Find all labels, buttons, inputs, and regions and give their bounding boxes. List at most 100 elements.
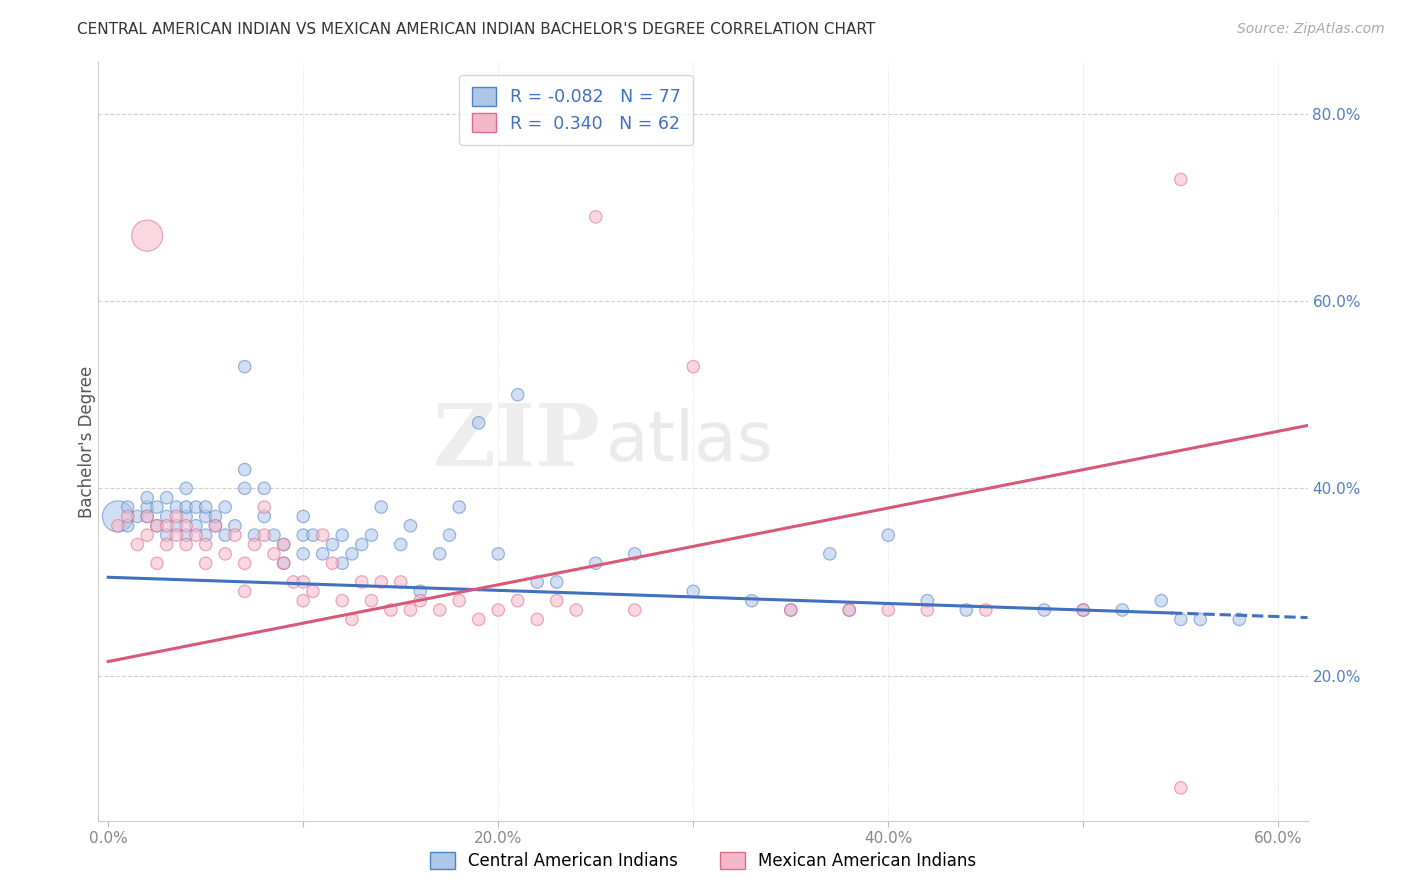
Point <box>283 574 305 589</box>
Point <box>370 500 392 514</box>
Point <box>136 500 159 514</box>
Point <box>312 547 335 561</box>
Point <box>263 547 285 561</box>
Point <box>136 528 159 542</box>
Point <box>127 537 149 551</box>
Point <box>1111 603 1133 617</box>
Text: CENTRAL AMERICAN INDIAN VS MEXICAN AMERICAN INDIAN BACHELOR'S DEGREE CORRELATION: CENTRAL AMERICAN INDIAN VS MEXICAN AMERI… <box>77 22 876 37</box>
Point <box>174 500 197 514</box>
Point <box>1071 603 1094 617</box>
Point <box>273 537 295 551</box>
Point <box>174 537 197 551</box>
Point <box>117 518 139 533</box>
Point <box>312 528 335 542</box>
Point <box>156 491 179 505</box>
Point <box>233 462 256 476</box>
Point <box>380 603 402 617</box>
Point <box>194 528 217 542</box>
Point <box>1033 603 1056 617</box>
Point <box>321 556 343 570</box>
Point <box>204 518 226 533</box>
Point <box>292 574 315 589</box>
Point <box>399 603 422 617</box>
Point <box>224 528 246 542</box>
Point <box>107 509 129 524</box>
Point <box>107 518 129 533</box>
Point <box>741 593 763 607</box>
Point <box>1071 603 1094 617</box>
Legend: R = -0.082   N = 77, R =  0.340   N = 62: R = -0.082 N = 77, R = 0.340 N = 62 <box>460 75 693 145</box>
Point <box>165 509 187 524</box>
Point <box>243 537 266 551</box>
Point <box>399 518 422 533</box>
Point <box>585 210 607 224</box>
Point <box>253 528 276 542</box>
Point <box>253 500 276 514</box>
Point <box>1170 780 1192 795</box>
Point <box>623 603 645 617</box>
Point <box>117 509 139 524</box>
Point <box>156 537 179 551</box>
Point <box>409 593 432 607</box>
Text: Source: ZipAtlas.com: Source: ZipAtlas.com <box>1237 22 1385 37</box>
Point <box>194 537 217 551</box>
Point <box>360 593 382 607</box>
Point <box>204 518 226 533</box>
Point <box>565 603 588 617</box>
Point <box>156 528 179 542</box>
Point <box>136 509 159 524</box>
Point <box>1189 612 1212 626</box>
Point <box>1170 172 1192 186</box>
Point <box>526 612 548 626</box>
Point <box>117 500 139 514</box>
Point <box>779 603 801 617</box>
Point <box>779 603 801 617</box>
Point <box>623 547 645 561</box>
Point <box>1150 593 1173 607</box>
Point <box>165 518 187 533</box>
Point <box>429 547 451 561</box>
Point <box>292 547 315 561</box>
Point <box>214 547 236 561</box>
Point <box>439 528 461 542</box>
Legend: Central American Indians, Mexican American Indians: Central American Indians, Mexican Americ… <box>423 845 983 877</box>
Point <box>233 359 256 374</box>
Point <box>233 481 256 495</box>
Point <box>389 537 412 551</box>
Point <box>1170 612 1192 626</box>
Point <box>486 547 509 561</box>
Point <box>233 556 256 570</box>
Y-axis label: Bachelor's Degree: Bachelor's Degree <box>79 366 96 517</box>
Point <box>165 500 187 514</box>
Point <box>204 509 226 524</box>
Point <box>467 612 489 626</box>
Point <box>273 556 295 570</box>
Point <box>974 603 997 617</box>
Point <box>506 388 529 402</box>
Point <box>350 537 373 551</box>
Point <box>146 518 169 533</box>
Point <box>174 509 197 524</box>
Point <box>146 518 169 533</box>
Point <box>917 603 939 617</box>
Point <box>877 603 900 617</box>
Point <box>409 584 432 599</box>
Point <box>184 528 207 542</box>
Point <box>360 528 382 542</box>
Point <box>194 556 217 570</box>
Point <box>526 574 548 589</box>
Point <box>1227 612 1250 626</box>
Point <box>184 500 207 514</box>
Point <box>146 556 169 570</box>
Point <box>194 509 217 524</box>
Point <box>585 556 607 570</box>
Point <box>838 603 860 617</box>
Point <box>156 509 179 524</box>
Point <box>194 500 217 514</box>
Point <box>243 528 266 542</box>
Point <box>156 518 179 533</box>
Point <box>292 528 315 542</box>
Text: atlas: atlas <box>606 408 775 475</box>
Point <box>340 612 363 626</box>
Point <box>486 603 509 617</box>
